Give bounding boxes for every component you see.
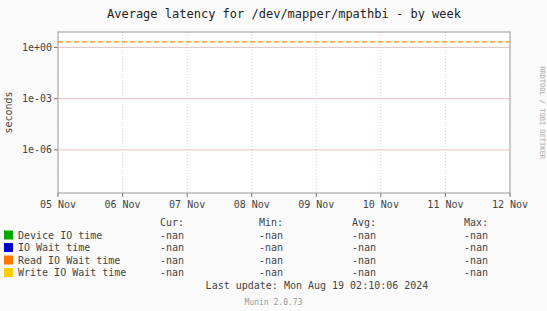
table-header: Min:	[259, 217, 283, 228]
table-value: -nan	[464, 242, 488, 253]
y-tick	[54, 98, 58, 99]
y-tick-label: 1e-03	[22, 93, 52, 104]
y-label: seconds	[3, 91, 14, 133]
table-value: -nan	[160, 242, 184, 253]
x-grid	[316, 32, 317, 193]
legend-label: IO Wait time	[18, 242, 90, 253]
table-value: -nan	[352, 242, 376, 253]
table-value: -nan	[352, 267, 376, 278]
legend-swatch	[4, 256, 13, 265]
x-tick-label: 05 Nov	[40, 199, 76, 210]
y-grid	[58, 47, 510, 48]
table-value: -nan	[160, 267, 184, 278]
x-grid	[58, 32, 59, 193]
x-tick	[251, 193, 252, 197]
reference-line	[58, 41, 510, 42]
y-tick-label: 1e+00	[22, 42, 52, 53]
x-grid	[380, 32, 381, 193]
table-value: -nan	[259, 255, 283, 266]
x-tick	[187, 193, 188, 197]
x-grid	[510, 32, 511, 193]
last-update: Last update: Mon Aug 19 02:10:06 2024	[206, 280, 429, 291]
x-tick	[58, 193, 59, 197]
table-value: -nan	[259, 230, 283, 241]
chart: Average latency for /dev/mapper/mpathbi …	[0, 0, 547, 311]
y-grid	[58, 98, 510, 99]
legend-label: Device IO time	[18, 230, 102, 241]
x-tick	[122, 193, 123, 197]
table-value: -nan	[259, 242, 283, 253]
x-grid	[445, 32, 446, 193]
x-tick-label: 06 Nov	[105, 199, 141, 210]
background	[0, 0, 547, 311]
x-tick-label: 12 Nov	[492, 199, 528, 210]
y-tick	[54, 149, 58, 150]
table-header: Max:	[464, 217, 488, 228]
table-value: -nan	[352, 255, 376, 266]
x-grid	[251, 32, 252, 193]
table-value: -nan	[160, 255, 184, 266]
x-grid	[187, 32, 188, 193]
legend-label: Write IO Wait time	[18, 267, 126, 278]
legend-swatch	[4, 243, 13, 252]
x-tick-label: 11 Nov	[427, 199, 463, 210]
watermark: RRDTOOL / TOBI OETIKER	[538, 66, 546, 160]
table-header: Cur:	[160, 217, 184, 228]
x-tick-label: 09 Nov	[298, 199, 334, 210]
table-value: -nan	[464, 267, 488, 278]
x-grid	[122, 32, 123, 193]
plot-frame	[58, 32, 510, 193]
version: Munin 2.0.73	[245, 298, 303, 307]
x-tick-label: 07 Nov	[169, 199, 205, 210]
table-header: Avg:	[352, 217, 376, 228]
table-value: -nan	[160, 230, 184, 241]
legend-swatch	[4, 268, 13, 277]
title: Average latency for /dev/mapper/mpathbi …	[107, 7, 462, 21]
legend-label: Read IO Wait time	[18, 255, 120, 266]
y-grid	[58, 149, 510, 150]
x-tick	[380, 193, 381, 197]
table-value: -nan	[259, 267, 283, 278]
x-tick-label: 10 Nov	[363, 199, 399, 210]
x-tick	[445, 193, 446, 197]
x-tick-label: 08 Nov	[234, 199, 270, 210]
plot-area	[58, 41, 510, 42]
table-value: -nan	[464, 230, 488, 241]
x-tick	[510, 193, 511, 197]
y-tick-label: 1e-06	[22, 144, 52, 155]
legend-swatch	[4, 231, 13, 240]
table-value: -nan	[352, 230, 376, 241]
y-tick	[54, 47, 58, 48]
table-value: -nan	[464, 255, 488, 266]
x-tick	[316, 193, 317, 197]
